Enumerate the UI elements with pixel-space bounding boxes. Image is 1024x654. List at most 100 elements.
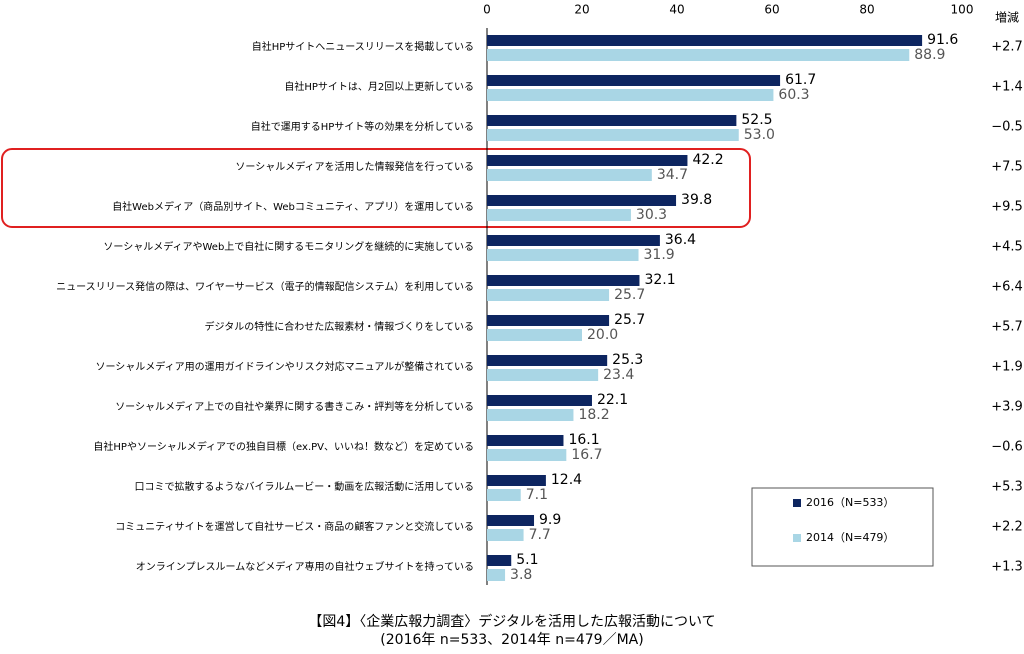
change-value: +4.5 — [991, 240, 1023, 255]
legend-swatch — [793, 499, 801, 507]
bar — [487, 49, 910, 61]
category-label: ソーシャルメディア用の運用ガイドラインやリスク対応マニュアルが整備されている — [96, 360, 475, 373]
change-value: +1.4 — [991, 80, 1023, 95]
value-label: 61.7 — [785, 72, 816, 88]
bar — [487, 395, 592, 406]
value-label: 7.7 — [529, 527, 551, 543]
change-value: +1.3 — [991, 560, 1023, 575]
value-label: 52.5 — [741, 112, 772, 128]
category-label: 自社HPやソーシャルメディアでの独自目標（ex.PV、いいね！数など）を定めてい… — [93, 440, 474, 453]
bar — [487, 409, 574, 421]
legend-swatch — [793, 534, 801, 542]
bar — [487, 369, 599, 381]
bar — [487, 35, 923, 46]
value-label: 36.4 — [665, 232, 696, 248]
x-tick-label: 100 — [951, 3, 974, 17]
value-label: 60.3 — [778, 87, 809, 103]
category-label: 自社HPサイトは、月2回以上更新している — [284, 80, 474, 93]
bar — [487, 235, 660, 246]
bar — [487, 195, 677, 206]
bar — [487, 289, 610, 301]
x-tick-label: 80 — [859, 3, 874, 17]
value-label: 3.8 — [510, 567, 532, 583]
change-value: +2.2 — [991, 520, 1023, 535]
bar — [487, 555, 512, 566]
category-label: ソーシャルメディアを活用した情報発信を行っている — [235, 160, 474, 173]
x-tick-label: 40 — [669, 3, 684, 17]
value-label: 9.9 — [539, 512, 561, 528]
change-value: −0.6 — [991, 440, 1023, 455]
value-label: 25.3 — [612, 352, 643, 368]
change-value: +5.3 — [991, 480, 1023, 495]
value-label: 32.1 — [644, 272, 675, 288]
category-label: デジタルの特性に合わせた広報素材・情報づくりをしている — [205, 320, 475, 333]
category-label: オンラインプレスルームなどメディア専用の自社ウェブサイトを持っている — [136, 560, 474, 573]
caption: 【図4】〈企業広報力調査〉デジタルを活用した広報活動について — [308, 613, 715, 630]
value-label: 5.1 — [516, 552, 538, 568]
value-label: 16.7 — [571, 447, 602, 463]
x-tick-label: 20 — [574, 3, 589, 17]
value-label: 22.1 — [597, 392, 628, 408]
highlight-box — [1, 148, 751, 228]
change-value: +1.9 — [991, 360, 1023, 375]
bar — [487, 475, 546, 486]
category-label: 自社HPサイトへニュースリリースを掲載している — [252, 40, 474, 53]
value-label: 31.9 — [644, 247, 675, 263]
change-value: +2.7 — [991, 40, 1023, 55]
bar — [487, 329, 582, 341]
value-label: 88.9 — [914, 47, 945, 63]
bar — [487, 569, 506, 581]
bar — [487, 449, 567, 461]
bar — [487, 129, 739, 141]
value-label: 34.7 — [657, 167, 688, 183]
legend-box — [751, 487, 934, 567]
category-label: 自社で運用するHPサイト等の効果を分析している — [251, 120, 474, 133]
legend-label: 2016（N=533） — [806, 496, 894, 509]
category-label: ソーシャルメディアやWeb上で自社に関するモニタリングを継続的に実施している — [103, 240, 474, 253]
change-value: +9.5 — [991, 200, 1023, 215]
category-label: コミュニティサイトを運営して自社サービス・商品の顧客ファンと交流している — [115, 520, 474, 533]
bar — [487, 89, 774, 101]
value-label: 91.6 — [927, 32, 958, 48]
bar — [487, 75, 781, 86]
caption: (2016年 n=533、2014年 n=479／MA) — [380, 632, 643, 648]
bar — [487, 249, 639, 261]
change-value: +6.4 — [991, 280, 1023, 295]
value-label: 12.4 — [551, 472, 582, 488]
change-value: +5.7 — [991, 320, 1023, 335]
value-label: 18.2 — [578, 407, 609, 423]
change-value: +3.9 — [991, 400, 1023, 415]
category-label: ニュースリリース発信の際は、ワイヤーサービス（電子的情報配信システム）を利用して… — [56, 280, 474, 293]
bar — [487, 529, 524, 541]
bar — [487, 515, 535, 526]
change-header: 増減 — [995, 10, 1019, 25]
change-value: +7.5 — [991, 160, 1023, 175]
value-label: 42.2 — [692, 152, 723, 168]
value-label: 25.7 — [614, 312, 645, 328]
value-label: 30.3 — [636, 207, 667, 223]
value-label: 53.0 — [744, 127, 775, 143]
category-label: 自社Webメディア（商品別サイト、Webコミュニティ、アプリ）を運用している — [112, 200, 474, 213]
x-tick-label: 0 — [483, 3, 491, 17]
bar — [487, 435, 564, 446]
bar — [487, 489, 521, 501]
category-label: ソーシャルメディア上での自社や業界に関する書きこみ・評判等を分析している — [115, 400, 474, 413]
bar — [487, 355, 608, 366]
change-value: −0.5 — [991, 120, 1023, 135]
value-label: 39.8 — [681, 192, 712, 208]
value-label: 25.7 — [614, 287, 645, 303]
bar — [487, 115, 737, 126]
x-tick-label: 60 — [764, 3, 779, 17]
legend-label: 2014（N=479） — [806, 531, 894, 544]
bar — [487, 275, 640, 286]
value-label: 16.1 — [568, 432, 599, 448]
bar — [487, 155, 688, 166]
bar — [487, 315, 610, 326]
category-label: 口コミで拡散するようなバイラルムービー・動画を広報活動に活用している — [135, 480, 475, 493]
bar — [487, 209, 631, 221]
bar — [487, 169, 652, 181]
value-label: 20.0 — [587, 327, 618, 343]
value-label: 7.1 — [526, 487, 548, 503]
